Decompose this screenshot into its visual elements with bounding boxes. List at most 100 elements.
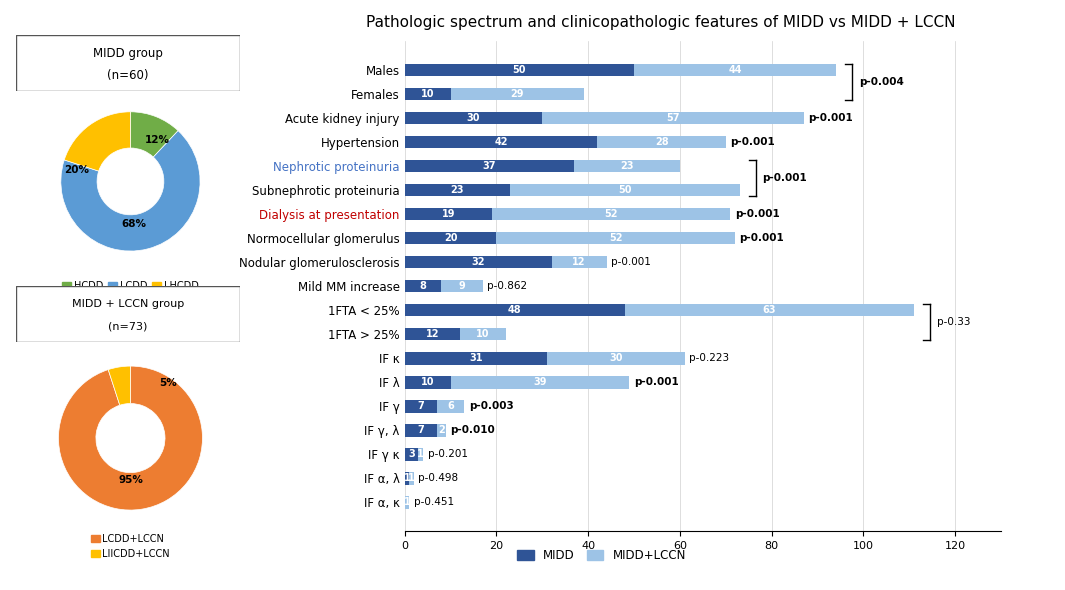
Text: 37: 37 (482, 161, 496, 171)
Bar (405, 256, 552, 268)
Bar (405, 64, 634, 76)
Legend: LCDD+LCCN, LIICDD+LCCN: LCDD+LCCN, LIICDD+LCCN (87, 530, 174, 563)
Text: 42: 42 (494, 137, 508, 147)
Bar (405, 136, 597, 148)
Text: 1: 1 (408, 473, 415, 483)
Text: 3: 3 (408, 450, 415, 460)
Text: p-0.003: p-0.003 (469, 401, 513, 411)
Wedge shape (59, 366, 202, 510)
Bar (405, 280, 441, 293)
Text: p-0.001: p-0.001 (808, 113, 853, 123)
Wedge shape (109, 366, 131, 405)
Text: 7: 7 (417, 425, 424, 435)
Text: p-0.498: p-0.498 (419, 473, 459, 483)
Text: 2: 2 (438, 425, 445, 435)
Text: p-0.001: p-0.001 (735, 209, 780, 219)
Bar (542, 112, 804, 124)
Text: 95%: 95% (118, 475, 143, 485)
Bar (405, 448, 419, 461)
Text: 8: 8 (420, 281, 426, 291)
Bar (409, 472, 414, 485)
Bar (405, 400, 437, 412)
Text: 1: 1 (404, 473, 410, 483)
Bar (634, 64, 836, 76)
Text: 10: 10 (421, 377, 435, 387)
Text: p-0.010: p-0.010 (450, 425, 495, 435)
Text: 29: 29 (510, 89, 524, 99)
Text: p-0.451: p-0.451 (414, 497, 454, 507)
Bar (492, 208, 731, 220)
Wedge shape (130, 112, 178, 157)
Text: 6: 6 (447, 401, 454, 411)
Text: Pathologic spectrum and clinicopathologic features of MIDD vs MIDD + LCCN: Pathologic spectrum and clinicopathologi… (365, 15, 955, 30)
Bar (405, 424, 437, 437)
Wedge shape (64, 112, 131, 171)
Bar (419, 448, 423, 461)
Text: p-0.001: p-0.001 (634, 377, 678, 387)
Text: 63: 63 (763, 305, 776, 315)
FancyBboxPatch shape (16, 35, 240, 91)
Bar (496, 232, 735, 244)
Text: p-0.001: p-0.001 (763, 173, 807, 183)
Text: 28: 28 (655, 137, 669, 147)
Text: 52: 52 (605, 209, 618, 219)
Text: p-0.004: p-0.004 (858, 77, 904, 87)
Text: 1: 1 (404, 497, 410, 507)
Text: 50: 50 (512, 65, 526, 75)
Text: 12: 12 (572, 257, 586, 267)
Bar (405, 232, 496, 244)
Text: 50: 50 (618, 185, 632, 195)
Bar (437, 424, 446, 437)
Text: 52: 52 (609, 233, 622, 243)
Bar (405, 328, 460, 340)
Bar (441, 280, 482, 293)
Text: 23: 23 (621, 161, 634, 171)
Text: 5%: 5% (159, 378, 177, 388)
Bar (405, 183, 510, 196)
Text: 12%: 12% (145, 135, 169, 145)
Text: 39: 39 (534, 377, 546, 387)
Bar (405, 112, 542, 124)
Text: 57: 57 (667, 113, 679, 123)
Bar (405, 352, 547, 365)
Bar (552, 256, 607, 268)
Bar (405, 376, 450, 389)
Text: 23: 23 (450, 185, 464, 195)
Text: 20%: 20% (64, 165, 88, 175)
Bar (450, 376, 629, 389)
Text: p-0.001: p-0.001 (611, 257, 651, 267)
Bar (405, 160, 574, 172)
Bar (460, 328, 506, 340)
Bar (510, 183, 739, 196)
Text: 68%: 68% (121, 219, 147, 229)
Legend: HCDD, LCDD, LHCDD: HCDD, LCDD, LHCDD (59, 277, 202, 295)
Bar (405, 208, 492, 220)
Text: MIDD group: MIDD group (93, 47, 163, 60)
Text: MIDD + LCCN group: MIDD + LCCN group (71, 299, 184, 309)
Bar (574, 160, 679, 172)
Bar (405, 496, 409, 509)
Bar (405, 472, 409, 485)
Text: 1: 1 (417, 450, 424, 460)
FancyBboxPatch shape (16, 286, 240, 342)
Text: 30: 30 (609, 353, 622, 363)
Text: 31: 31 (469, 353, 482, 363)
Text: 9: 9 (459, 281, 465, 291)
Bar (597, 136, 726, 148)
Text: 10: 10 (476, 329, 490, 339)
Bar (405, 87, 450, 100)
Text: 7: 7 (417, 401, 424, 411)
Text: (n=73): (n=73) (109, 322, 147, 332)
Text: p-0.001: p-0.001 (731, 137, 775, 147)
Bar (625, 304, 914, 316)
Text: 20: 20 (444, 233, 457, 243)
Wedge shape (61, 130, 200, 251)
Text: 19: 19 (442, 209, 455, 219)
Text: (n=60): (n=60) (108, 69, 148, 82)
Text: p-0.862: p-0.862 (488, 281, 527, 291)
Bar (405, 304, 625, 316)
Bar (547, 352, 685, 365)
Text: p-0.201: p-0.201 (428, 450, 468, 460)
Text: 30: 30 (466, 113, 480, 123)
Text: p-0.223: p-0.223 (689, 353, 730, 363)
